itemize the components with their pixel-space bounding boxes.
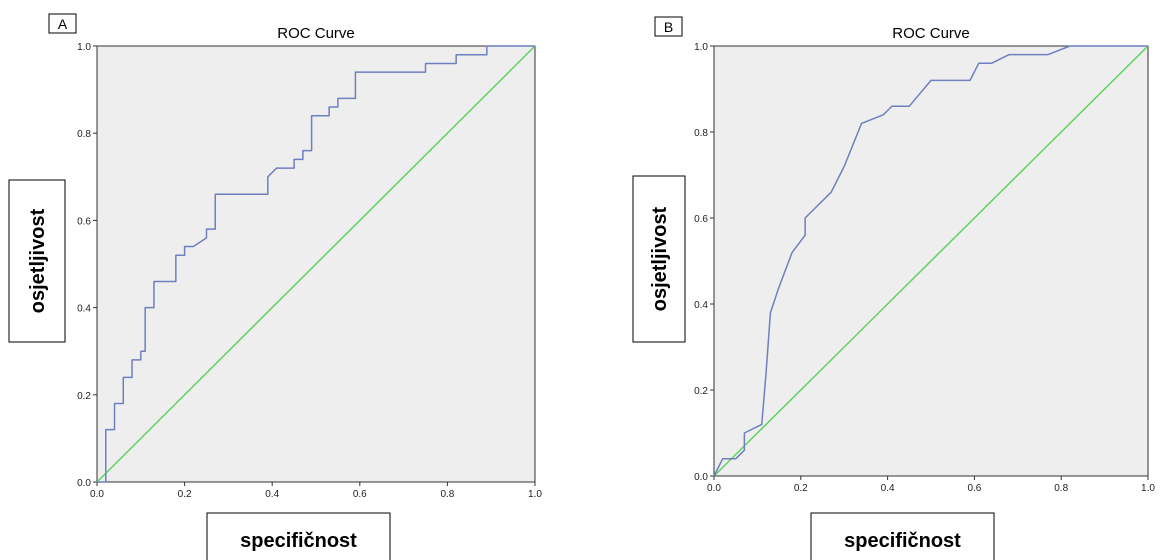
x-axis-label: specifičnost xyxy=(844,530,961,552)
y-tick-label: 0.6 xyxy=(694,214,708,225)
y-tick-label: 0.2 xyxy=(77,391,91,402)
roc-curve-line xyxy=(713,45,1148,477)
y-axis-label: osjetljivost xyxy=(27,208,49,313)
x-tick-label: 0.0 xyxy=(707,483,721,494)
y-tick-label: 0.4 xyxy=(694,300,708,311)
panel-label-box xyxy=(654,16,683,37)
reference-line xyxy=(713,45,1149,477)
y-tick-label: 0.8 xyxy=(77,129,91,140)
y-tick-label: 0.6 xyxy=(77,216,91,227)
x-tick-label: 1.0 xyxy=(1141,483,1155,494)
x-tick-label: 0.6 xyxy=(967,483,981,494)
roc-curve-line xyxy=(97,45,535,483)
x-tick-label: 0.0 xyxy=(90,489,104,500)
chart-title: ROC Curve xyxy=(277,25,355,42)
panel-label: A xyxy=(58,16,68,32)
y-axis-label: osjetljivost xyxy=(649,206,671,311)
x-tick-label: 0.2 xyxy=(794,483,808,494)
y-tick-label: 1.0 xyxy=(694,42,708,53)
y-tick-label: 0.0 xyxy=(77,478,91,489)
y-tick-label: 0.8 xyxy=(694,128,708,139)
x-tick-label: 0.8 xyxy=(1054,483,1068,494)
x-tick-label: 1.0 xyxy=(528,489,542,500)
x-tick-label: 0.4 xyxy=(881,483,895,494)
x-tick-label: 0.8 xyxy=(440,489,454,500)
y-axis-label-box xyxy=(8,179,66,343)
y-tick-label: 0.0 xyxy=(694,472,708,483)
y-axis-label-box xyxy=(632,175,686,343)
x-tick-label: 0.2 xyxy=(178,489,192,500)
x-axis-label-box xyxy=(810,512,995,560)
x-axis-label-box xyxy=(206,512,391,560)
chart-title: ROC Curve xyxy=(892,25,970,42)
y-tick-label: 0.4 xyxy=(77,304,91,315)
panel-label: B xyxy=(664,19,673,35)
x-tick-label: 0.4 xyxy=(265,489,279,500)
panel-label-box xyxy=(48,13,77,34)
x-axis-label: specifičnost xyxy=(240,530,357,552)
x-tick-label: 0.6 xyxy=(353,489,367,500)
y-tick-label: 1.0 xyxy=(77,42,91,53)
y-tick-label: 0.2 xyxy=(694,386,708,397)
reference-line xyxy=(96,45,536,483)
